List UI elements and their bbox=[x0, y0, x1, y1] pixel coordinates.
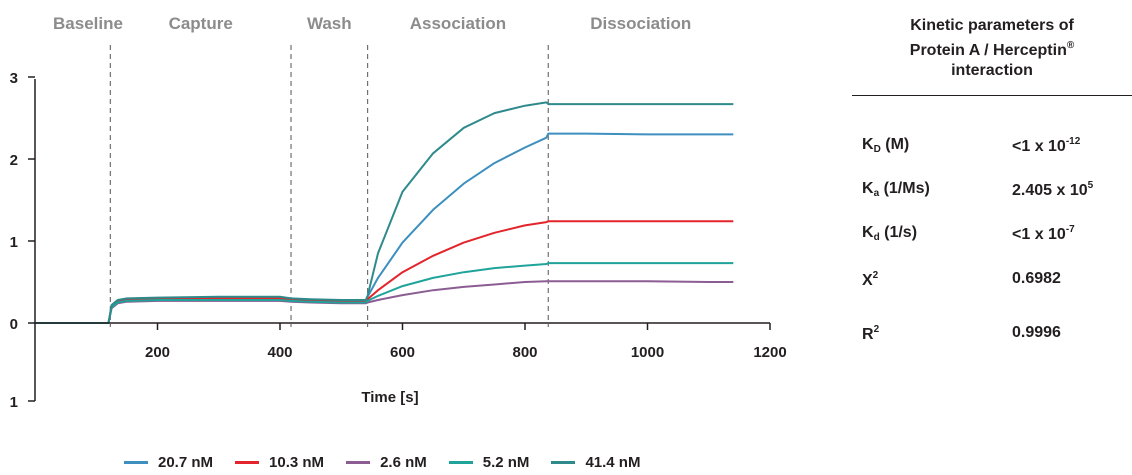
x-tick-label: 1200 bbox=[753, 344, 786, 361]
series-line bbox=[35, 262, 734, 324]
y-tick-label: 3 bbox=[10, 70, 18, 87]
title-line-2-text: Protein A / Herceptin bbox=[909, 42, 1067, 59]
legend-label: 10.3 nM bbox=[269, 454, 325, 471]
legend-swatch bbox=[551, 461, 576, 464]
parameter-value: <1 x 10-7 bbox=[1012, 224, 1075, 243]
legend-item: 20.7 nM bbox=[124, 454, 213, 471]
registered-mark: ® bbox=[1066, 40, 1075, 51]
parameter-name: KD (M) bbox=[862, 136, 910, 155]
series-line bbox=[35, 132, 734, 324]
x-tick-label: 800 bbox=[512, 344, 537, 361]
series-line bbox=[35, 280, 734, 324]
parameter-value: 0.9996 bbox=[1012, 324, 1061, 341]
x-tick-label: 1000 bbox=[631, 344, 664, 361]
legend-label: 41.4 nM bbox=[585, 454, 641, 471]
series-lines bbox=[35, 101, 734, 324]
parameter-name: Kd (1/s) bbox=[862, 224, 918, 243]
legend-swatch bbox=[346, 461, 371, 464]
legend-swatch bbox=[448, 461, 473, 464]
parameter-name: Ka (1/Ms) bbox=[862, 180, 930, 199]
y-tick-label: 1 bbox=[10, 394, 18, 411]
y-tick-label: 2 bbox=[10, 152, 18, 169]
legend-item: 2.6 nM bbox=[346, 454, 427, 471]
x-tick-label: 600 bbox=[390, 344, 415, 361]
phase-label: Wash bbox=[307, 14, 352, 33]
kinetic-parameters-title: Kinetic parameters of Protein A / Hercep… bbox=[852, 16, 1132, 81]
phase-boundary-lines bbox=[109, 45, 549, 327]
phase-labels: Baseline Capture Wash Association Dissociati… bbox=[53, 14, 691, 33]
legend-label: 5.2 nM bbox=[482, 454, 530, 471]
y-tick-label: 1 bbox=[10, 234, 18, 251]
title-divider bbox=[852, 95, 1132, 96]
x-axis-title: Time [s] bbox=[361, 389, 418, 406]
phase-label: Baseline bbox=[53, 14, 123, 33]
phase-label: Association bbox=[410, 14, 506, 33]
x-tick-label: 400 bbox=[267, 344, 292, 361]
legend-swatch bbox=[235, 461, 260, 464]
parameter-value: 0.6982 bbox=[1012, 270, 1061, 287]
phase-label: Capture bbox=[169, 14, 233, 33]
series-line bbox=[35, 101, 734, 324]
title-line-1: Kinetic parameters of bbox=[910, 17, 1074, 34]
phase-label: Dissociation bbox=[590, 14, 691, 33]
parameter-name: X2 bbox=[862, 270, 879, 289]
legend-label: 2.6 nM bbox=[380, 454, 427, 471]
parameter-value: <1 x 10-12 bbox=[1012, 136, 1081, 155]
legend-item: 10.3 nM bbox=[235, 454, 324, 471]
legend-label: 20.7 nM bbox=[158, 454, 214, 471]
parameter-name: R2 bbox=[862, 324, 880, 343]
legend-item: 41.4 nM bbox=[551, 454, 640, 471]
legend-item: 5.2 nM bbox=[448, 454, 530, 471]
parameter-value: 2.405 x 105 bbox=[1012, 180, 1094, 199]
kinetic-parameters-panel: Kinetic parameters of Protein A / Hercep… bbox=[852, 16, 1132, 343]
sensorgram-chart: Baseline Capture Wash Association Dissociati… bbox=[10, 14, 787, 411]
axes: 200 400 600 800 1000 1200 0 1 2 3 1 bbox=[10, 70, 787, 411]
legend: 20.7 nM 10.3 nM 2.6 nM 5.2 nM 41.4 nM bbox=[124, 454, 662, 471]
title-line-3: interaction bbox=[951, 62, 1033, 79]
title-line-2: Protein A / Herceptin® bbox=[852, 36, 1132, 61]
legend-swatch bbox=[124, 461, 148, 464]
y-tick-label: 0 bbox=[10, 316, 18, 333]
x-tick-label: 200 bbox=[145, 344, 170, 361]
